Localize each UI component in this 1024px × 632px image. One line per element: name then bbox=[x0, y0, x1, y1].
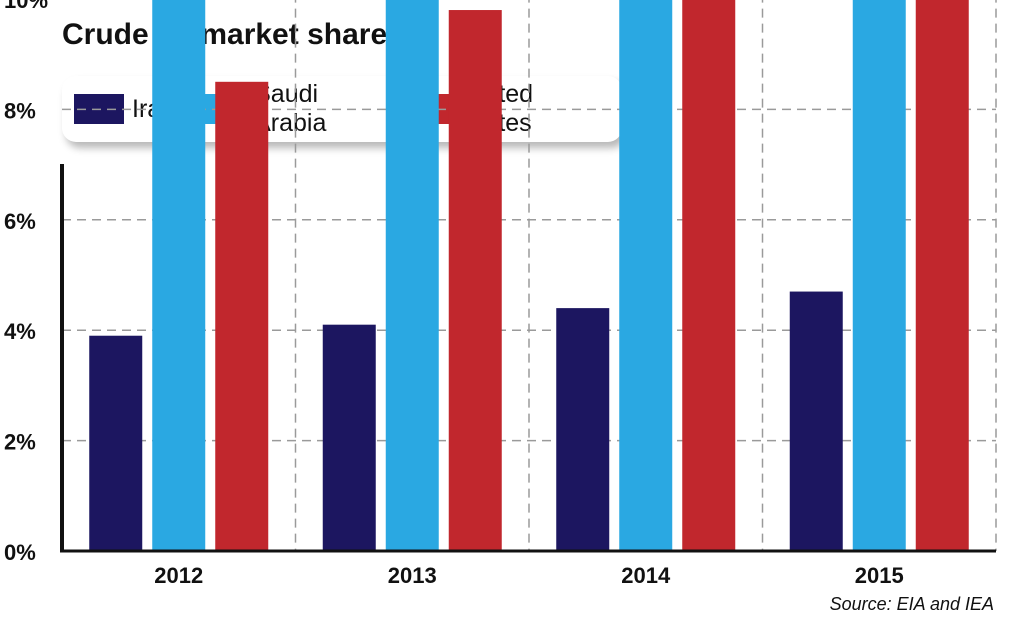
chart-title: Crude oil market share bbox=[62, 18, 388, 51]
bar-iraq-2015 bbox=[789, 291, 843, 551]
bar-saudi-arabia-2013 bbox=[385, 0, 439, 551]
y-tick-label: 2% bbox=[4, 430, 36, 455]
x-tick-label: 2013 bbox=[388, 563, 437, 588]
bar-saudi-arabia-2015 bbox=[852, 0, 906, 552]
y-tick-label: 0% bbox=[4, 540, 36, 565]
bar-iraq-2013 bbox=[322, 324, 376, 551]
bar-iraq-2012 bbox=[89, 335, 143, 551]
bar-iraq-2014 bbox=[556, 308, 610, 551]
bar-united-states-2013 bbox=[448, 10, 502, 552]
y-tick-label: 6% bbox=[4, 209, 36, 234]
y-tick-label: 10% bbox=[4, 0, 48, 13]
y-tick-label: 8% bbox=[4, 98, 36, 123]
bar-saudi-arabia-2014 bbox=[619, 0, 673, 551]
bar-saudi-arabia-2012 bbox=[152, 0, 206, 552]
x-tick-label: 2015 bbox=[855, 563, 904, 588]
bar-united-states-2015 bbox=[915, 0, 969, 551]
bar-united-states-2014 bbox=[682, 0, 736, 552]
x-tick-label: 2012 bbox=[154, 563, 203, 588]
x-tick-label: 2014 bbox=[621, 563, 671, 588]
y-tick-label: 4% bbox=[4, 319, 36, 344]
source-note: Source: EIA and IEA bbox=[829, 594, 994, 614]
bar-united-states-2012 bbox=[215, 81, 269, 552]
